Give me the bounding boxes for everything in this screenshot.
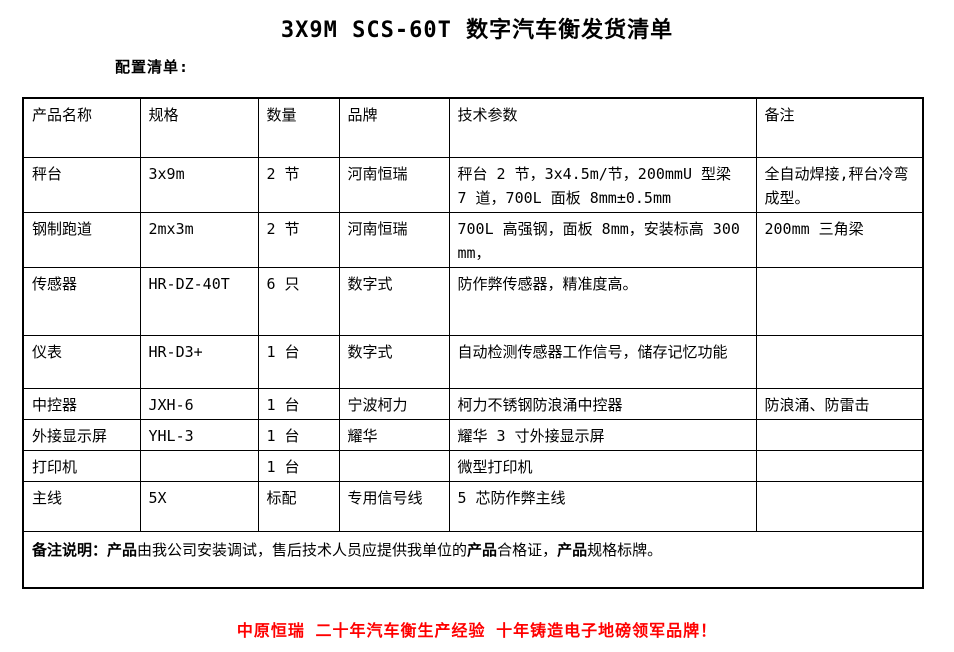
table-cell <box>755 418 924 451</box>
table-row: 外接显示屏 YHL-3 1 台耀华 耀华 3 寸外接显示屏 <box>22 418 924 451</box>
table-cell: 数字式 <box>338 334 450 389</box>
table-cell <box>338 449 450 482</box>
footer-note-segment: 规格标牌。 <box>587 540 663 559</box>
page-title: 3X9M SCS-60T 数字汽车衡发货清单 <box>280 18 674 43</box>
table-row: 钢制跑道 2mx3m 2 节河南恒瑞 700L 高强钢，面板 8mm，安装标高 300… <box>22 211 924 268</box>
table-cell: JXH-6 <box>139 387 259 420</box>
table-cell: 宁波柯力 <box>338 387 450 420</box>
column-header: 产品名称 <box>22 97 141 158</box>
table-cell: 防作弊传感器，精准度高。 <box>448 266 757 336</box>
table-cell: 2 节 <box>257 156 340 213</box>
column-header: 品牌 <box>338 97 450 158</box>
table-cell <box>755 266 924 336</box>
table-cell: 防浪涌、防雷击 <box>755 387 924 420</box>
footer-note-segment: 由我公司安装调试，售后技术人员应提供我单位的 <box>137 540 468 559</box>
table-cell: 钢制跑道 <box>22 211 141 268</box>
table-cell <box>139 449 259 482</box>
table-cell <box>755 480 924 532</box>
table-row: 打印机 1 台 微型打印机 <box>22 449 924 482</box>
table-row: 仪表 HR-D3+ 1 台数字式 自动检测传感器工作信号，储存记忆功能 <box>22 334 924 389</box>
footer-note-segment: 产品 <box>467 540 498 559</box>
table-cell: 外接显示屏 <box>22 418 141 451</box>
table-cell: 河南恒瑞 <box>338 156 450 213</box>
column-header: 技术参数 <box>448 97 757 158</box>
table-cell: 柯力不锈钢防浪涌中控器 <box>448 387 757 420</box>
table-cell: 中控器 <box>22 387 141 420</box>
table-row: 主线 5X 标配 专用信号线 5 芯防作弊主线 <box>22 480 924 532</box>
table-cell: 3x9m <box>139 156 259 213</box>
config-list-label: 配置清单: <box>115 58 190 76</box>
table-cell <box>755 334 924 389</box>
footer-note-segment: 备注说明： <box>32 540 108 559</box>
config-table: 产品名称 规格 数量 品牌 技术参数 备注 秤台 3x9m 2 节河南恒瑞 秤台 2 节，3x4… <box>22 97 924 589</box>
table-cell: 1 台 <box>257 449 340 482</box>
table-cell: 200mm 三角梁 <box>755 211 924 268</box>
table-cell: HR-DZ-40T <box>139 266 259 336</box>
table-cell <box>755 449 924 482</box>
column-header: 数量 <box>257 97 340 158</box>
table-footer-row: 备注说明：产品由我公司安装调试，售后技术人员应提供我单位的产品合格证，产品规格标… <box>22 530 924 589</box>
table-cell: 主线 <box>22 480 141 532</box>
table-cell: 专用信号线 <box>338 480 450 532</box>
table-cell: 2mx3m <box>139 211 259 268</box>
footer-note: 备注说明：产品由我公司安装调试，售后技术人员应提供我单位的产品合格证，产品规格标… <box>22 530 924 589</box>
table-cell: 5 芯防作弊主线 <box>448 480 757 532</box>
table-cell: 数字式 <box>338 266 450 336</box>
table-cell: 6 只 <box>257 266 340 336</box>
table-cell: 全自动焊接,秤台冷弯成型。 <box>755 156 924 213</box>
footer-note-segment: 产品 <box>557 540 588 559</box>
table-cell: 秤台 2 节，3x4.5m/节，200mmU 型梁 7 道，700L 面板 8m… <box>448 156 757 213</box>
table-cell: 自动检测传感器工作信号，储存记忆功能 <box>448 334 757 389</box>
table-cell: 传感器 <box>22 266 141 336</box>
table-row: 中控器 JXH-6 1 台宁波柯力 柯力不锈钢防浪涌中控器 防浪涌、防雷击 <box>22 387 924 420</box>
table-cell: 微型打印机 <box>448 449 757 482</box>
table-cell: 5X <box>139 480 259 532</box>
table-cell: 2 节 <box>257 211 340 268</box>
table-cell: 1 台 <box>257 387 340 420</box>
table-header-row: 产品名称 规格 数量 品牌 技术参数 备注 <box>22 97 924 158</box>
table-cell: 耀华 3 寸外接显示屏 <box>448 418 757 451</box>
footer-note-segment: 产品 <box>107 540 138 559</box>
table-cell: 1 台 <box>257 418 340 451</box>
table-cell: 700L 高强钢，面板 8mm，安装标高 300mm， <box>448 211 757 268</box>
table-cell: 耀华 <box>338 418 450 451</box>
table-cell: 1 台 <box>257 334 340 389</box>
table-cell: YHL-3 <box>139 418 259 451</box>
table-cell: 河南恒瑞 <box>338 211 450 268</box>
table-body: 秤台 3x9m 2 节河南恒瑞 秤台 2 节，3x4.5m/节，200mmU 型梁 7… <box>22 156 924 532</box>
column-header: 备注 <box>755 97 924 158</box>
table-cell: 秤台 <box>22 156 141 213</box>
table-cell: HR-D3+ <box>139 334 259 389</box>
table-row: 传感器 HR-DZ-40T 6 只数字式 防作弊传感器，精准度高。 <box>22 266 924 336</box>
column-header: 规格 <box>139 97 259 158</box>
footer-note-segment: 合格证， <box>497 540 558 559</box>
brand-slogan: 中原恒瑞 二十年汽车衡生产经验 十年铸造电子地磅领军品牌！ <box>236 621 718 640</box>
table-cell: 仪表 <box>22 334 141 389</box>
table-row: 秤台 3x9m 2 节河南恒瑞 秤台 2 节，3x4.5m/节，200mmU 型梁 7… <box>22 156 924 213</box>
table-cell: 标配 <box>257 480 340 532</box>
table-cell: 打印机 <box>22 449 141 482</box>
